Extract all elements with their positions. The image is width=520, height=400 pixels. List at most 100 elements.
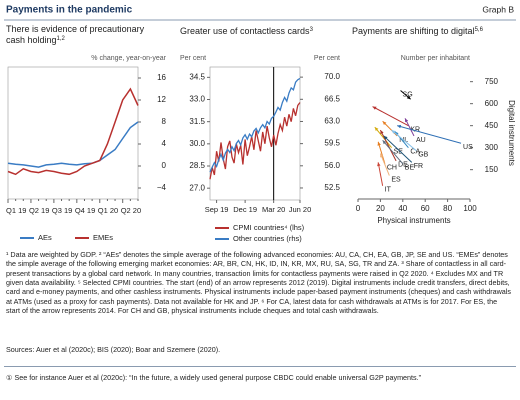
- arrow: [397, 125, 462, 144]
- arrow-head: [397, 124, 402, 129]
- x-tick-label: Q4 19: [75, 206, 95, 215]
- y2-tick-label: 63.0: [324, 117, 340, 126]
- y2-tick-label: 56.0: [324, 161, 340, 170]
- x-tick-label: 100: [463, 204, 477, 213]
- x-tick-label: Q3 19: [52, 206, 72, 215]
- plot-frame: [209, 66, 301, 201]
- arrow-label: CA: [410, 149, 420, 156]
- y-tick-label: 16: [157, 73, 166, 82]
- arrow-label: FR: [414, 163, 423, 170]
- y-tick-label: 27.0: [189, 183, 205, 192]
- y-tick-label: −4: [157, 183, 167, 192]
- legend-label: CPMI countries⁴ (lhs): [233, 223, 305, 232]
- x-tick-label: 40: [398, 204, 407, 213]
- arrow: [391, 129, 417, 151]
- arrow-label: BE: [405, 165, 415, 172]
- arrow-head: [391, 130, 396, 134]
- y2-tick-label: 59.5: [324, 139, 340, 148]
- y-tick-label: 150: [485, 165, 499, 174]
- panel-title-text: There is evidence of precautionary: [6, 24, 145, 34]
- x-tick-label: Sep 19: [205, 205, 229, 214]
- panel-title-text: Payments are shifting to digital: [352, 26, 475, 36]
- subtitle: Number per inhabitant: [401, 55, 470, 62]
- legend-label: EMEs: [93, 233, 113, 242]
- panel-title: Payments are shifting to digital5,6: [352, 26, 484, 36]
- page-title: Payments in the pandemic: [6, 5, 133, 16]
- arrow: [372, 106, 409, 127]
- y2-tick-label: 66.5: [324, 94, 340, 103]
- x-tick-label: Jun 20: [289, 205, 312, 214]
- rule: [4, 366, 516, 367]
- y-tick-label: 0: [162, 161, 167, 170]
- x-tick-label: Q1 19: [6, 206, 26, 215]
- charts: Payments in the pandemic Graph B There i…: [4, 4, 516, 243]
- line-series: [7, 121, 139, 168]
- line-series: [7, 87, 139, 176]
- arrow: [382, 140, 404, 165]
- arrow-label: KR: [410, 127, 420, 134]
- x-tick-label: Q2 19: [29, 206, 49, 215]
- panel-title-text: Greater use of contactless cards: [180, 26, 310, 36]
- arrow-head: [380, 130, 384, 135]
- y2-tick-label: 52.5: [324, 183, 340, 192]
- arrow-head: [377, 141, 381, 146]
- arrow-label: SE: [394, 149, 404, 156]
- title-sup: 5,6: [475, 27, 484, 33]
- arrow-label: ES: [391, 176, 401, 183]
- arrow-head: [382, 140, 387, 145]
- y-tick-label: 30.0: [189, 139, 205, 148]
- arrow: [377, 141, 386, 164]
- y-axis-label: Digital instruments: [507, 100, 516, 166]
- arrow-label: DE: [398, 162, 408, 169]
- arrow-label: SG: [403, 91, 413, 98]
- arrow-label: CH: [387, 165, 397, 172]
- arrow-head: [372, 106, 377, 110]
- x-tick-label: Q1 20: [98, 206, 118, 215]
- arrow-head: [377, 162, 381, 167]
- panel-title-text: cash holding: [6, 35, 57, 45]
- y-tick-label: 600: [485, 99, 499, 108]
- arrow-head: [374, 127, 379, 131]
- arrow-label: AU: [416, 137, 426, 144]
- title-sup: 3: [310, 27, 314, 33]
- arrow-head: [380, 153, 384, 158]
- line-series: [209, 102, 301, 180]
- arrow: [383, 135, 413, 163]
- plot-frame: [7, 66, 139, 200]
- arrow-head: [382, 121, 387, 125]
- title-sup: 1,2: [57, 36, 66, 42]
- arrow-label: IT: [385, 187, 392, 194]
- subtitle: % change, year-on-year: [91, 55, 166, 62]
- panel-title: Greater use of contactless cards3: [180, 26, 314, 36]
- legend-label: Other countries (rhs): [233, 234, 302, 243]
- x-tick-label: 60: [421, 204, 430, 213]
- y-axis-label: Per cent: [180, 55, 206, 62]
- y-tick-label: 750: [485, 77, 499, 86]
- y2-axis-label: Per cent: [314, 55, 340, 62]
- legend-label: AEs: [38, 233, 52, 242]
- y-tick-label: 33.0: [189, 95, 205, 104]
- x-tick-label: Q2 20: [121, 206, 141, 215]
- x-tick-label: 80: [443, 204, 452, 213]
- y-tick-label: 450: [485, 121, 499, 130]
- y-tick-label: 4: [162, 139, 167, 148]
- arrow: [374, 126, 392, 148]
- panel-title: There is evidence of precautionary: [6, 24, 145, 34]
- y-tick-label: 28.5: [189, 161, 205, 170]
- arrow-head: [394, 131, 399, 136]
- line-series: [209, 77, 301, 173]
- panel-title: cash holding1,2: [6, 35, 66, 45]
- graph-label: Graph B: [482, 4, 514, 14]
- arrow-head: [383, 135, 388, 140]
- x-tick-label: Dec 19: [233, 205, 257, 214]
- arrow: [377, 162, 384, 186]
- arrow-label: GB: [418, 151, 428, 158]
- y-tick-label: 8: [162, 117, 167, 126]
- arrow: [379, 129, 397, 162]
- sources: Sources: Auer et al (2020c); BIS (2020);…: [6, 345, 221, 354]
- y-tick-label: 12: [157, 95, 166, 104]
- arrow: [379, 153, 390, 176]
- x-axis-label: Physical instruments: [377, 216, 450, 225]
- x-tick-label: 0: [356, 204, 361, 213]
